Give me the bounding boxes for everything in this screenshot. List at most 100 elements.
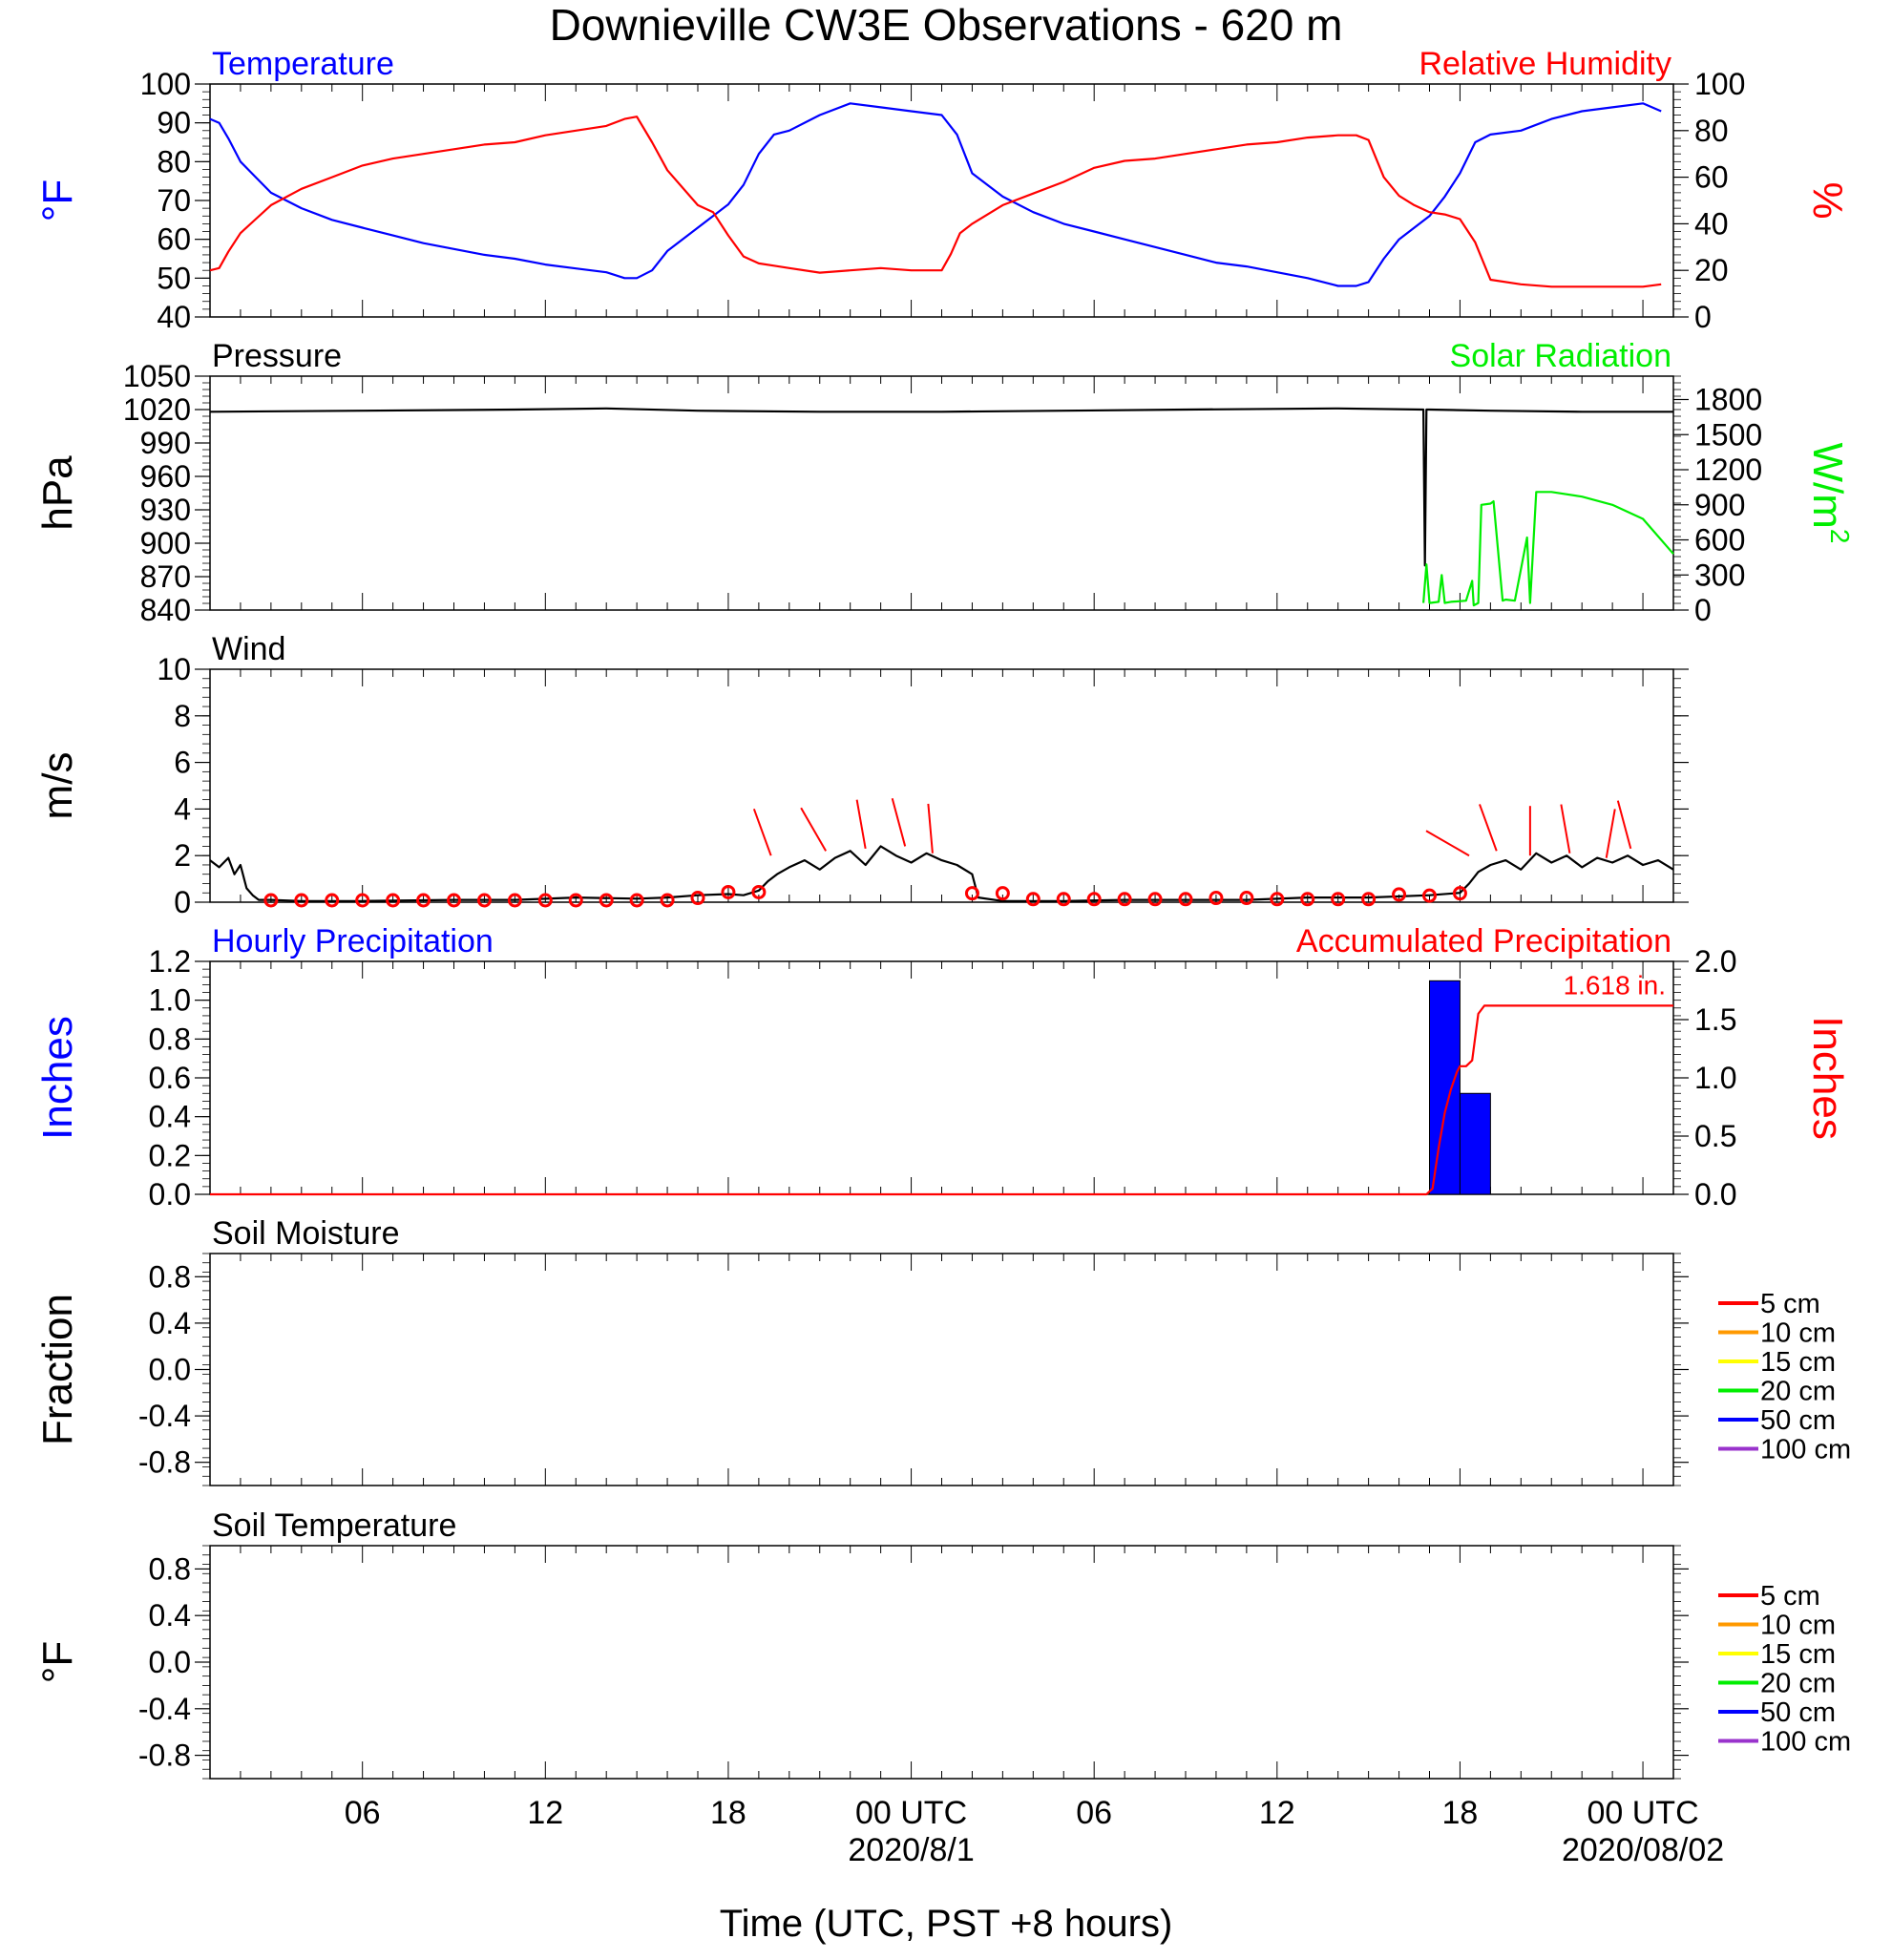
panel-soil-moisture: -0.8 -0.4 0.0 0.4 0.8 Soil Moisture Fraction 5 … xyxy=(34,1215,1851,1486)
legend-label: 10 cm xyxy=(1760,1318,1836,1349)
legend-label: 10 cm xyxy=(1760,1611,1836,1641)
wind-direction-marker xyxy=(325,893,340,908)
wind-direction-marker xyxy=(386,893,401,908)
y-tick-label-left: -0.8 xyxy=(138,1739,191,1773)
wind-direction-marker xyxy=(1056,892,1071,907)
wind-barb xyxy=(1425,830,1470,857)
wind-direction-marker xyxy=(476,893,492,908)
y-tick-label-left: 0.8 xyxy=(149,1259,191,1294)
y-tick-label-left: 1050 xyxy=(123,359,191,393)
y-tick-label-right: 300 xyxy=(1694,558,1745,592)
y-tick-label-left: 0.0 xyxy=(149,1645,191,1679)
y-tick-label-right: 600 xyxy=(1694,523,1745,558)
y-tick-label-left: 930 xyxy=(140,493,191,527)
wind-direction-marker xyxy=(690,891,705,906)
wind-direction-marker xyxy=(964,886,979,901)
wind-barb xyxy=(855,799,867,850)
y-tick-label-left: 0.8 xyxy=(149,1022,191,1056)
legend-label: 20 cm xyxy=(1760,1669,1836,1699)
y-tick-label-left: 8 xyxy=(174,699,191,733)
y-axis-label-left: °F xyxy=(34,1641,81,1683)
panel-title-left: Pressure xyxy=(212,338,342,374)
wind-direction-marker xyxy=(1209,891,1224,906)
wind-direction-marker xyxy=(599,893,614,908)
y-axis-label-left: hPa xyxy=(34,455,81,531)
y-axis-label-right: % xyxy=(1804,181,1851,219)
wind-direction-marker xyxy=(1422,888,1437,903)
panel-frame xyxy=(209,1253,1674,1486)
precip-bar xyxy=(1459,1092,1491,1195)
y-tick-label-left: 1020 xyxy=(123,392,191,427)
y-tick-label-left: 1.0 xyxy=(149,983,191,1018)
y-tick-label-left: -0.8 xyxy=(138,1445,191,1480)
y-axis-label-left: Fraction xyxy=(34,1294,81,1445)
x-date-label: 2020/8/1 xyxy=(848,1832,974,1868)
wind-direction-marker xyxy=(294,893,309,908)
wind-direction-marker xyxy=(1361,892,1377,907)
y-tick-label-left: 900 xyxy=(140,526,191,560)
wind-direction-marker xyxy=(1392,887,1407,902)
y-tick-label-left: 1.2 xyxy=(149,944,191,979)
y-tick-label-left: 100 xyxy=(140,67,191,101)
y-tick-label-left: 6 xyxy=(174,746,191,780)
y-tick-label-left: 50 xyxy=(157,261,191,295)
wind-direction-marker xyxy=(416,893,431,908)
legend-label: 100 cm xyxy=(1760,1727,1851,1758)
y-tick-label-right: 1500 xyxy=(1694,417,1762,452)
y-tick-label-left: 0.2 xyxy=(149,1138,191,1172)
wind-barb xyxy=(1605,809,1616,858)
x-tick-label: 12 xyxy=(1259,1795,1295,1831)
y-tick-label-left: 0 xyxy=(174,885,191,919)
wind-direction-marker xyxy=(447,893,461,908)
y-axis-label-left: °F xyxy=(34,179,81,221)
y-tick-label-right: 20 xyxy=(1694,253,1729,287)
panel-title-left: Soil Temperature xyxy=(212,1507,456,1544)
y-tick-label-right: 60 xyxy=(1694,160,1729,195)
y-axis-label-left: m/s xyxy=(34,752,81,820)
series-line-relative-humidity xyxy=(209,116,1662,288)
y-tick-label-left: 0.0 xyxy=(149,1177,191,1212)
y-tick-label-left: 990 xyxy=(140,426,191,460)
y-tick-label-left: 70 xyxy=(157,183,191,218)
panel-title-left: Temperature xyxy=(212,46,394,82)
x-tick-label: 00 UTC xyxy=(855,1795,967,1831)
panel-title-left: Soil Moisture xyxy=(212,1215,400,1252)
y-tick-label-right: 1.0 xyxy=(1694,1061,1736,1095)
y-tick-label-left: 0.4 xyxy=(149,1306,191,1340)
x-tick-label: 18 xyxy=(1442,1795,1479,1831)
wind-barb xyxy=(800,807,828,852)
wind-direction-marker xyxy=(1086,892,1102,907)
wind-direction-marker xyxy=(355,893,370,908)
series-line-accumulated-precipitation xyxy=(210,1004,1673,1196)
wind-direction-marker xyxy=(629,893,644,908)
series-line-temperature xyxy=(209,102,1662,287)
legend-label: 15 cm xyxy=(1760,1347,1836,1378)
y-tick-label-right: 0.0 xyxy=(1694,1177,1736,1212)
y-tick-label-right: 0.5 xyxy=(1694,1119,1736,1153)
wind-barb xyxy=(1560,804,1571,854)
legend-label: 15 cm xyxy=(1760,1639,1836,1670)
y-axis-label-right: W/m2 xyxy=(1804,443,1855,544)
x-tick-label: 06 xyxy=(1076,1795,1112,1831)
panel-frame xyxy=(209,1545,1674,1780)
wind-direction-marker xyxy=(1147,892,1163,907)
y-tick-label-right: 40 xyxy=(1694,206,1729,241)
wind-direction-marker xyxy=(1300,892,1315,907)
y-tick-label-left: 0.0 xyxy=(149,1353,191,1387)
y-tick-label-right: 0 xyxy=(1694,300,1712,334)
wind-barb xyxy=(1616,800,1632,850)
y-tick-label-right: 2.0 xyxy=(1694,944,1736,979)
wind-direction-marker xyxy=(1025,892,1041,907)
x-tick-label: 18 xyxy=(710,1795,746,1831)
panel-precipitation: 0.0 0.2 0.4 0.6 0.8 1.0 1.2 0.0 0.5 1.0 1.5 2.0 Hour… xyxy=(34,923,1851,1212)
y-tick-label-left: 870 xyxy=(140,559,191,594)
wind-barb xyxy=(891,797,907,847)
panel-title-left: Hourly Precipitation xyxy=(212,923,494,959)
series-line-pressure xyxy=(209,407,1673,567)
wind-direction-marker xyxy=(1452,886,1467,901)
wind-barb xyxy=(752,808,772,856)
y-tick-label-left: 960 xyxy=(140,459,191,494)
wind-direction-marker xyxy=(1239,891,1254,906)
